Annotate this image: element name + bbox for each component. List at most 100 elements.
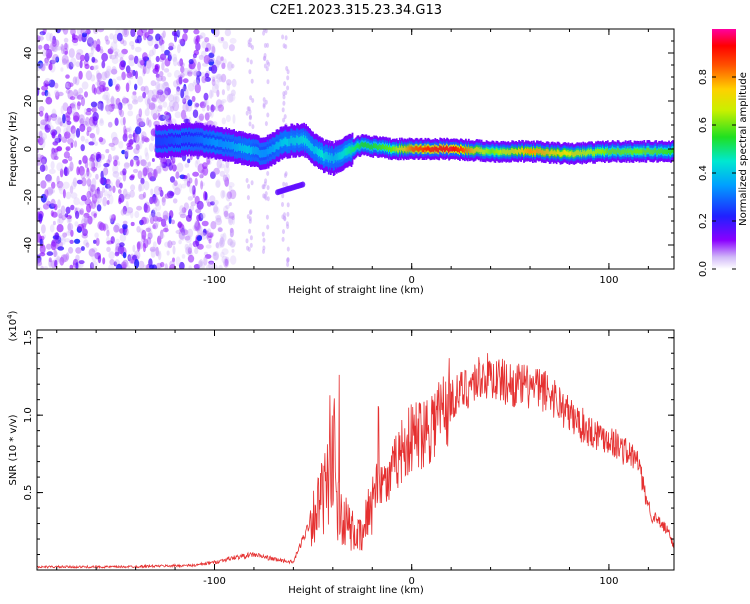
spectrogram-noise-blob	[245, 238, 249, 244]
spectrogram-noise-blob	[174, 69, 181, 79]
spectrogram-noise-blob	[194, 83, 201, 94]
spectrogram-line-mark	[477, 147, 480, 153]
spectrogram-line-mark	[613, 149, 616, 154]
spectrogram-noise-blob	[191, 95, 196, 103]
spectrogram-line-mark	[240, 143, 242, 151]
spectrogram-noise-blob	[143, 217, 150, 225]
spectrogram-noise-blob	[50, 198, 56, 208]
spectrogram-noise-blob	[135, 70, 138, 80]
spectrogram-line-mark	[661, 148, 663, 153]
spectrogram-ylabel: Frequency (Hz)	[8, 111, 19, 187]
spectrogram-line-mark	[368, 143, 371, 149]
spectrogram-noise-blob	[68, 48, 75, 58]
spectrogram-noise-blob	[262, 249, 265, 254]
spectrogram-noise-blob	[62, 113, 66, 124]
spectrogram-noise-blob	[187, 82, 195, 92]
spectrogram-noise-blob	[61, 236, 66, 245]
spectrogram-noise-blob	[104, 35, 109, 42]
spectrogram-line-mark	[277, 142, 280, 150]
spectrogram-line-mark	[418, 147, 421, 152]
spectrogram-line-mark	[215, 140, 218, 148]
spectrogram-noise-blob	[46, 251, 54, 256]
spectrogram-noise-blob	[42, 29, 47, 34]
spectrogram-noise-blob	[266, 171, 270, 176]
spectrogram-noise-blob	[98, 103, 104, 112]
spectrogram-noise-blob	[177, 221, 182, 229]
spectrogram-line-mark	[173, 137, 175, 146]
spectrogram-noise-blob	[42, 49, 48, 57]
spectrogram-noise-blob	[97, 221, 103, 230]
spectrogram-line-mark	[461, 146, 463, 152]
spectrogram-noise-blob	[147, 98, 151, 105]
spectrogram-line-mark	[588, 149, 590, 154]
spectrogram-noise-blob	[225, 204, 230, 209]
snr-frame	[36, 329, 675, 571]
spectrogram-noise-blob	[153, 169, 157, 178]
spectrogram-noise-blob	[286, 246, 290, 252]
spectrogram-noise-blob	[158, 167, 162, 175]
spectrogram-noise-blob	[150, 188, 154, 196]
spectrogram-noise-blob	[51, 56, 56, 66]
spectrogram-line-mark	[228, 140, 231, 148]
spectrogram-noise-blob	[97, 29, 104, 33]
spectrogram-noise-blob	[37, 60, 44, 69]
spectrogram-noise-blob	[100, 101, 104, 112]
spectrogram-noise-blob	[155, 81, 161, 91]
spectrogram-line-mark	[230, 142, 233, 150]
spectrogram-noise-blob	[187, 158, 191, 164]
spectrogram-noise-blob	[178, 261, 185, 269]
spectrogram-noise-blob	[224, 176, 230, 187]
spectrogram-line-mark	[449, 147, 451, 152]
spectrogram-noise-blob	[215, 217, 223, 226]
spectrogram-line-mark	[210, 138, 213, 147]
spectrogram-noise-blob	[215, 179, 221, 188]
spectrogram-line-mark	[204, 138, 207, 146]
spectrogram-noise-blob	[90, 74, 96, 82]
spectrogram-line-mark	[650, 149, 653, 155]
spectrogram-noise-blob	[169, 260, 176, 268]
spectrogram-noise-blob	[198, 54, 204, 60]
spectrogram-line-mark	[399, 147, 402, 153]
spectrogram-line-mark	[622, 149, 625, 154]
spectrogram-noise-blob	[60, 45, 65, 55]
spectrogram-line-mark	[481, 149, 484, 155]
spectrogram-line-mark	[260, 149, 263, 158]
spectrogram-line-mark	[350, 147, 353, 155]
spectrogram-noise-blob	[184, 163, 190, 168]
spectrogram-noise-blob	[82, 29, 88, 34]
spectrogram-line-mark	[200, 136, 203, 144]
spectrogram-noise-blob	[144, 147, 148, 157]
spectrogram-noise-blob	[250, 180, 254, 186]
spectrogram-noise-blob	[94, 162, 102, 169]
spectrogram-line-mark	[637, 148, 640, 154]
spectrogram-line-mark	[327, 154, 330, 163]
spectrogram-noise-blob	[141, 136, 149, 142]
spectrogram-noise-blob	[151, 89, 158, 95]
spectrogram-noise-blob	[161, 196, 166, 203]
spectrogram-line-mark	[437, 147, 440, 153]
spectrogram-line-mark	[161, 138, 163, 146]
spectrogram-noise-blob	[223, 175, 228, 181]
spectrogram-line-mark	[359, 144, 362, 150]
spectrogram-noise-blob	[227, 61, 233, 69]
spectrogram-noise-blob	[64, 131, 71, 139]
spectrogram-noise-blob	[91, 184, 97, 192]
spectrogram-noise-blob	[184, 88, 189, 98]
spectrogram-noise-blob	[94, 141, 98, 146]
spectrogram-noise-blob	[130, 210, 134, 219]
spectrogram-noise-blob	[262, 97, 266, 103]
snr-ticks: -100 0 100 0.5 1.0 1.5	[23, 330, 674, 587]
spectrogram-line-mark	[621, 149, 624, 155]
spectrogram-noise-blob	[204, 37, 210, 43]
spectrogram-noise-blob	[206, 198, 210, 204]
spectrogram-line-mark	[535, 150, 537, 155]
spectrogram-noise-blob	[160, 39, 165, 45]
spectrogram-line-mark	[564, 149, 567, 155]
spectrogram-line-mark	[347, 146, 350, 155]
spectrogram-noise-blob	[205, 264, 212, 269]
spectrogram-noise-blob	[199, 173, 203, 179]
spectrogram-noise-blob	[50, 210, 54, 217]
spectrogram-line-mark	[393, 146, 395, 152]
spectrogram-noise-blob	[214, 79, 220, 90]
spectrogram-noise-blob	[183, 29, 189, 34]
